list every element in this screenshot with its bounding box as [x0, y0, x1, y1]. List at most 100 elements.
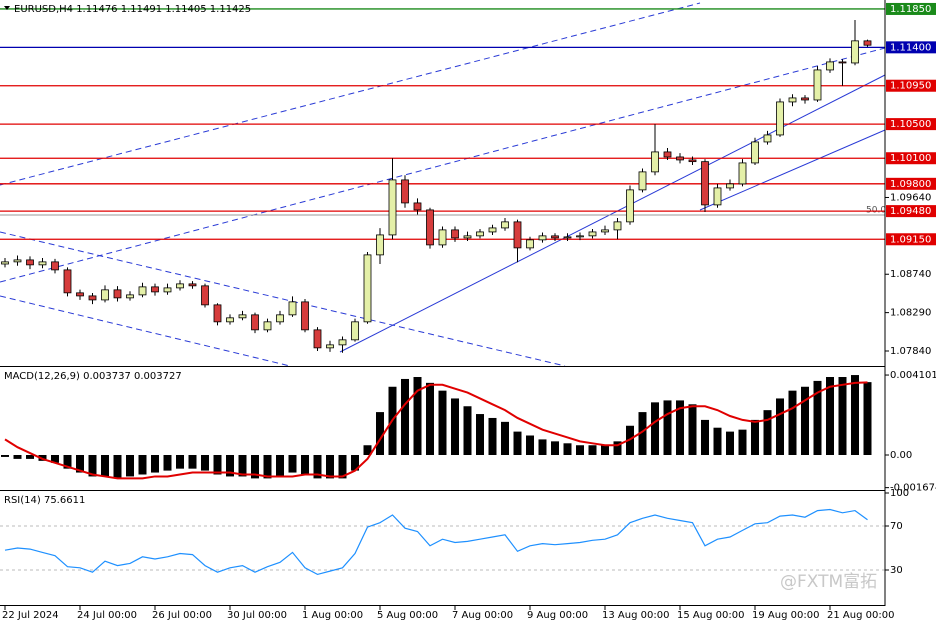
macd-bar [138, 455, 147, 475]
x-tick-label: 19 Aug 00:00 [752, 610, 819, 621]
candle-body [76, 292, 84, 297]
candle-body [188, 283, 197, 287]
candle-body [201, 285, 209, 306]
candle-body [501, 221, 509, 229]
macd-bar [776, 398, 784, 456]
level-tag [886, 177, 936, 190]
candle-body [301, 301, 309, 331]
macd-bar [463, 406, 472, 456]
candle-body [38, 261, 47, 266]
macd-bar [438, 390, 447, 456]
candle-body [276, 314, 284, 323]
macd-bar [538, 439, 547, 456]
macd-bar [251, 455, 259, 479]
y-tick-label: 100 [890, 488, 909, 499]
x-tick-label: 21 Aug 00:00 [827, 610, 894, 621]
x-tick-label: 30 Jul 00:00 [227, 610, 287, 621]
candle-body [488, 227, 497, 233]
y-tick-label: 0.00 [890, 450, 912, 461]
macd-bar [376, 412, 384, 456]
y-tick-label: 70 [890, 521, 903, 532]
trend-line [339, 74, 886, 353]
macd-bar [451, 398, 459, 456]
macd-bar [638, 412, 647, 456]
candle-body [638, 171, 647, 191]
macd-bar [126, 455, 134, 477]
macd-bar [576, 445, 584, 456]
candle-body [326, 344, 334, 349]
x-tick-label: 13 Aug 00:00 [602, 610, 669, 621]
candle-body [351, 321, 359, 341]
macd-bar [88, 455, 97, 477]
x-tick-label: 15 Aug 00:00 [677, 610, 744, 621]
macd-bar [238, 455, 247, 477]
macd-title: MACD(12,26,9) 0.003737 0.003727 [4, 371, 182, 382]
macd-bar [76, 455, 84, 473]
macd-bar [426, 382, 434, 456]
level-label: 1.10100 [890, 153, 931, 164]
level-tag [886, 233, 936, 246]
y-tick-label: 1.08740 [890, 269, 931, 280]
macd-bar [326, 455, 334, 479]
macd-bar [288, 455, 297, 473]
macd-bar [113, 455, 122, 479]
candle-body [801, 97, 809, 101]
macd-bar [313, 455, 322, 479]
candle-body [401, 179, 409, 204]
candle-body [676, 156, 684, 161]
candle-body [413, 202, 422, 211]
macd-bar [26, 455, 34, 459]
macd-bar [563, 443, 572, 456]
candle-body [701, 161, 709, 206]
macd-bar [13, 455, 22, 459]
x-tick-label: 22 Jul 2024 [2, 610, 59, 621]
macd-bar [101, 455, 109, 477]
candle-body [313, 329, 322, 349]
candle-body [838, 61, 847, 64]
rsi-line [4, 508, 868, 576]
level-label: 1.11850 [890, 4, 931, 15]
candle-body [26, 259, 34, 266]
candle-body [388, 179, 397, 236]
macd-bar [488, 417, 497, 456]
candle-body [513, 221, 522, 249]
macd-bar [213, 455, 222, 475]
plot-layer [0, 8, 885, 576]
y-tick-label: 30 [890, 565, 903, 576]
macd-bar [501, 421, 509, 456]
watermark: @FXTM富拓 [780, 572, 877, 592]
macd-bar [601, 445, 609, 456]
macd-bar [513, 431, 522, 456]
macd-bar [713, 427, 722, 456]
macd-bar [226, 455, 234, 477]
macd-bar [701, 419, 709, 456]
candle-body [376, 234, 384, 256]
candle-body [176, 283, 184, 289]
candle-body [238, 314, 247, 319]
y-tick-label: 1.09640 [890, 192, 931, 203]
candle-body [263, 321, 272, 331]
macd-bar [188, 455, 197, 469]
candle-body [713, 187, 722, 206]
candle-body [226, 317, 234, 323]
candle-body [738, 162, 747, 185]
channel-line [0, 231, 566, 367]
candle-body [863, 40, 872, 46]
macd-bar [1, 455, 9, 457]
candle-body [563, 236, 572, 239]
macd-bar [676, 400, 684, 456]
trend-line [699, 129, 886, 211]
candle-body [576, 235, 584, 238]
candle-body [463, 235, 472, 239]
candle-body [138, 286, 147, 296]
candle-body [51, 261, 59, 271]
macd-bar [688, 404, 697, 456]
candle-body [788, 97, 797, 103]
candle-body [651, 151, 659, 173]
candle-body [88, 295, 97, 301]
level-tag [886, 118, 936, 131]
candle-body [613, 221, 622, 231]
candle-body [63, 269, 72, 294]
level-label: 1.09480 [890, 206, 931, 217]
